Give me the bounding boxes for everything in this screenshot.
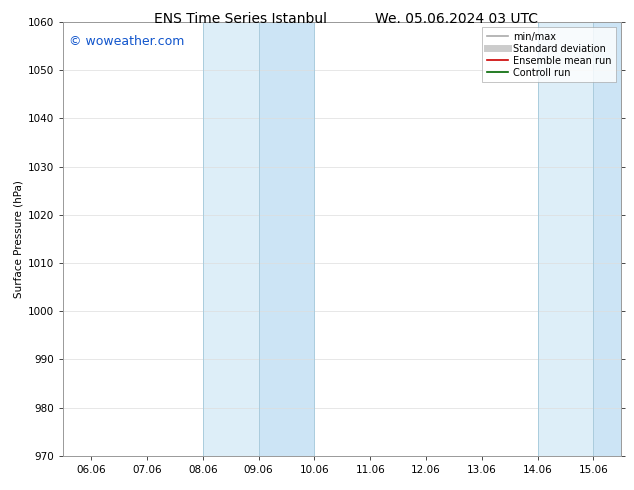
Text: © woweather.com: © woweather.com: [69, 35, 184, 48]
Y-axis label: Surface Pressure (hPa): Surface Pressure (hPa): [14, 180, 24, 298]
Legend: min/max, Standard deviation, Ensemble mean run, Controll run: min/max, Standard deviation, Ensemble me…: [482, 27, 616, 82]
Text: ENS Time Series Istanbul: ENS Time Series Istanbul: [155, 12, 327, 26]
Bar: [203, 22, 259, 456]
Bar: [538, 22, 593, 456]
Bar: [593, 22, 621, 456]
Text: We. 05.06.2024 03 UTC: We. 05.06.2024 03 UTC: [375, 12, 538, 26]
Bar: [259, 22, 314, 456]
